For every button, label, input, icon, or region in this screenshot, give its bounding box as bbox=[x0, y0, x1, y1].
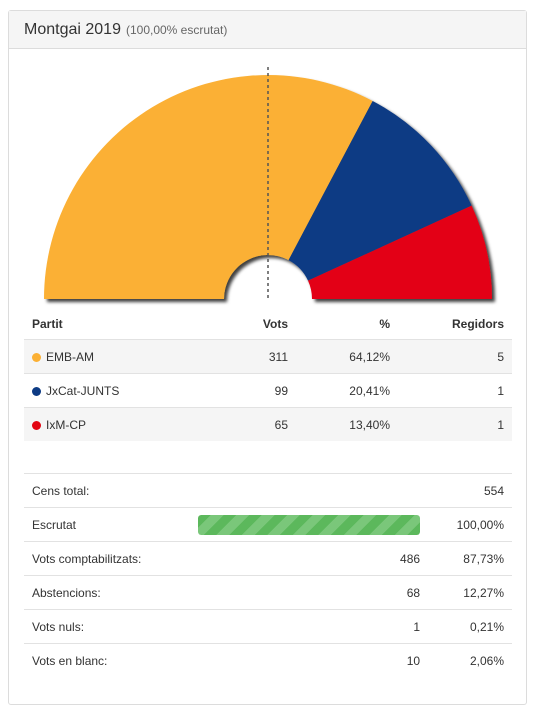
census-label: Cens total: bbox=[24, 473, 191, 508]
votes-column-header: Vots bbox=[262, 317, 288, 331]
counted-percent: 100,00% bbox=[428, 507, 512, 542]
seats-column-header: Regidors bbox=[451, 317, 504, 331]
census-row: Cens total: 554 bbox=[24, 473, 512, 508]
percent-cell: 20,41% bbox=[296, 373, 398, 408]
votes-cell: 311 bbox=[190, 339, 296, 374]
party-name: EMB-AM bbox=[46, 349, 94, 364]
party-name: IxM-CP bbox=[46, 417, 86, 432]
party-cell: IxM-CP bbox=[24, 407, 190, 441]
hemicycle-svg bbox=[44, 67, 492, 301]
null-votes-row: Vots nuls: 1 0,21% bbox=[24, 609, 512, 644]
counted-progress-bar bbox=[198, 514, 421, 535]
party-color-dot bbox=[32, 352, 41, 362]
results-table: Partit Vots % Regidors EMB-AM 311 64,12%… bbox=[24, 309, 512, 441]
blank-votes-row: Vots en blanc: 10 2,06% bbox=[24, 643, 512, 677]
valid-votes-value: 486 bbox=[190, 541, 429, 576]
null-votes-percent: 0,21% bbox=[428, 609, 512, 644]
slice-jxcat-junts[interactable] bbox=[288, 100, 472, 281]
blank-votes-value: 10 bbox=[190, 643, 429, 677]
hemicycle-chart bbox=[9, 49, 526, 313]
party-row: IxM-CP 65 13,40% 1 bbox=[24, 407, 512, 441]
party-color-dot bbox=[32, 420, 41, 430]
valid-votes-row: Vots comptabilitzats: 486 87,73% bbox=[24, 541, 512, 576]
votes-cell: 65 bbox=[190, 407, 296, 441]
percent-column-header: % bbox=[379, 317, 390, 331]
blank-votes-percent: 2,06% bbox=[428, 643, 512, 677]
turnout-table: Cens total: 554 Escrutat 100,00% Vots co… bbox=[24, 473, 512, 677]
seats-cell: 1 bbox=[398, 407, 512, 441]
valid-votes-label: Vots comptabilitzats: bbox=[24, 541, 191, 576]
count-status: (100,00% escrutat) bbox=[125, 22, 228, 37]
abstentions-value: 68 bbox=[190, 575, 429, 610]
slice-ixm-cp[interactable] bbox=[307, 205, 492, 299]
counted-label: Escrutat bbox=[24, 507, 191, 542]
votes-cell: 99 bbox=[190, 373, 296, 408]
null-votes-label: Vots nuls: bbox=[24, 609, 191, 644]
party-row: EMB-AM 311 64,12% 5 bbox=[24, 339, 512, 374]
valid-votes-percent: 87,73% bbox=[428, 541, 512, 576]
abstentions-label: Abstencions: bbox=[24, 575, 191, 610]
counted-progress-cell bbox=[190, 507, 429, 542]
party-name: JxCat-JUNTS bbox=[46, 383, 120, 398]
counted-progress-fill bbox=[198, 514, 421, 535]
slice-emb-am[interactable] bbox=[44, 74, 373, 299]
null-votes-value: 1 bbox=[190, 609, 429, 644]
abstentions-percent: 12,27% bbox=[428, 575, 512, 610]
party-row: JxCat-JUNTS 99 20,41% 1 bbox=[24, 373, 512, 408]
seats-cell: 1 bbox=[398, 373, 512, 408]
abstentions-row: Abstencions: 68 12,27% bbox=[24, 575, 512, 610]
municipality-title: Montgai 2019 bbox=[24, 20, 121, 38]
party-cell: JxCat-JUNTS bbox=[24, 373, 190, 408]
results-header-row: Partit Vots % Regidors bbox=[24, 309, 512, 340]
party-color-dot bbox=[32, 386, 41, 396]
results-panel: Montgai 2019 (100,00% escrutat) Partit V… bbox=[8, 10, 527, 705]
percent-cell: 13,40% bbox=[296, 407, 398, 441]
counted-row: Escrutat 100,00% bbox=[24, 507, 512, 542]
panel-header: Montgai 2019 (100,00% escrutat) bbox=[9, 11, 526, 49]
census-value: 554 bbox=[428, 473, 512, 508]
party-column-header: Partit bbox=[32, 317, 63, 331]
percent-cell: 64,12% bbox=[296, 339, 398, 374]
party-cell: EMB-AM bbox=[24, 339, 190, 374]
blank-votes-label: Vots en blanc: bbox=[24, 643, 191, 677]
seats-cell: 5 bbox=[398, 339, 512, 374]
